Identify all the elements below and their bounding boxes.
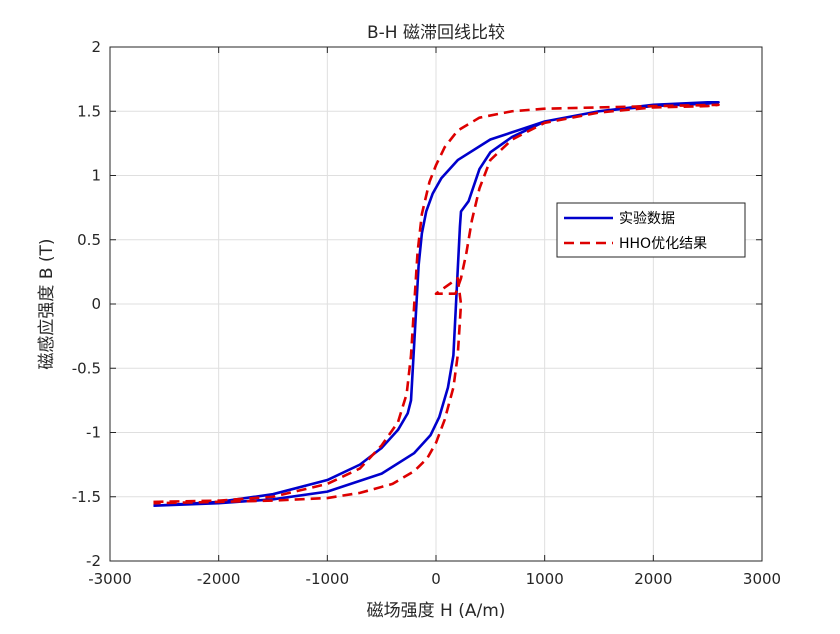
x-tick-label: 1000 [526,570,564,588]
x-tick-label: 3000 [743,570,781,588]
y-tick-label: 1.5 [77,102,101,120]
series-line-2 [153,103,720,505]
y-axis-title: 磁感应强度 B (T) [37,238,57,369]
series-line-1 [153,100,720,508]
y-tick-label: 1 [91,167,101,185]
y-tick-label: -2 [86,552,101,570]
legend-box [556,202,746,258]
x-tick-label: 0 [431,570,441,588]
y-tick-label: 0 [91,295,101,313]
chart-title: B-H 磁滞回线比较 [367,23,505,43]
series-layer [153,100,720,508]
x-tick-label: -3000 [88,570,132,588]
x-tick-label: -1000 [306,570,350,588]
y-tick-label: -1.5 [72,488,101,506]
y-tick-label: 0.5 [77,231,101,249]
legend: 实验数据 HHO优化结果 [556,202,746,258]
legend-label-1: 实验数据 [619,211,675,227]
y-tick-label: -0.5 [72,359,101,377]
y-tick-label: -1 [86,424,101,442]
axis-ticks: -3000 -2000 -1000 0 1000 2000 3000 -2 -1.5 -1 -0.5… [72,38,781,588]
y-tick-label: 2 [91,38,101,56]
x-axis-title: 磁场强度 H (A/m) [367,601,506,621]
x-tick-label: 2000 [634,570,672,588]
x-tick-label: -2000 [197,570,241,588]
legend-label-2: HHO优化结果 [619,236,707,252]
